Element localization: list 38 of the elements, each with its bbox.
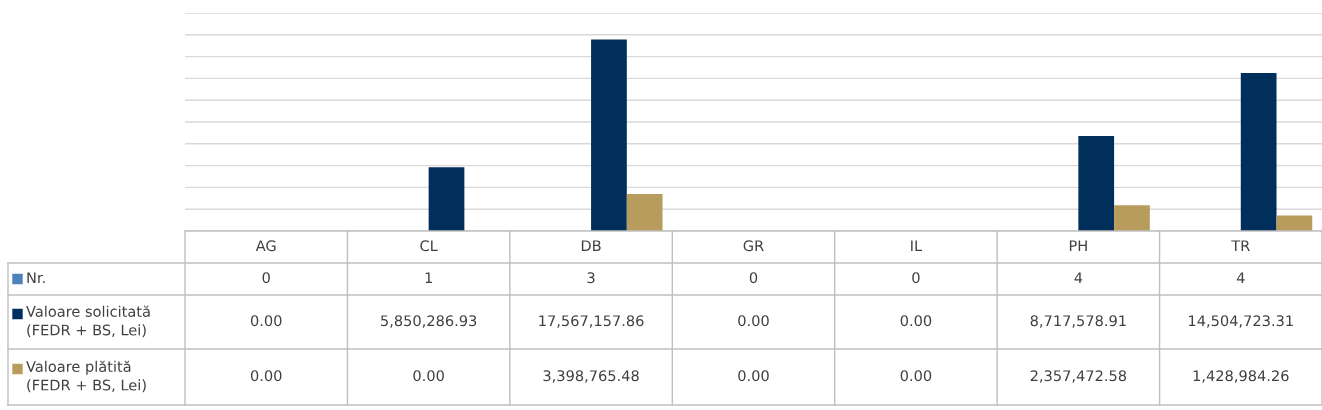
x-tick-label: TR (1231, 240, 1250, 252)
data-label: 0 (749, 272, 758, 284)
bar (1240, 72, 1277, 231)
legend-label: Valoare solicitată (FEDR + BS, Lei) (26, 305, 150, 338)
data-label: 0 (262, 272, 270, 284)
x-tick-label: CL (420, 240, 438, 252)
data-label: 0.00 (900, 370, 932, 382)
legend-label: Valoare plătită (FEDR + BS, Lei) (26, 360, 146, 393)
data-label: 5,850,286.93 (381, 315, 477, 328)
data-label: 1,428,984.26 (1193, 370, 1289, 383)
bar (591, 39, 627, 231)
data-label: 4 (1236, 272, 1245, 284)
data-label: 1 (425, 272, 432, 284)
bar (1078, 135, 1115, 231)
data-label: 3 (587, 272, 595, 284)
bar (626, 193, 663, 231)
bar (1276, 215, 1313, 231)
x-tick-label: GR (743, 240, 764, 252)
data-label: 0.00 (900, 315, 932, 327)
data-label: 3,398,765.48 (543, 370, 639, 383)
bar (428, 167, 465, 231)
data-label: 4 (1074, 272, 1083, 284)
x-tick-label: PH (1069, 240, 1087, 252)
data-label: 14,504,723.31 (1189, 315, 1293, 328)
data-label: 17,567,157.86 (539, 315, 644, 328)
data-label: 0.00 (413, 370, 444, 382)
x-tick-label: AG (255, 240, 276, 252)
data-label: 0.00 (250, 315, 282, 327)
data-label: 2,357,472.58 (1030, 370, 1127, 383)
data-label: 0.00 (250, 370, 282, 382)
bar (1114, 205, 1150, 231)
x-tick-label: IL (911, 240, 923, 252)
data-label: 0.00 (738, 370, 769, 382)
x-tick-label: DB (581, 240, 601, 252)
legend-label: Nr. (27, 272, 45, 284)
data-label: 0.00 (738, 315, 769, 327)
data-label: 8,717,578.91 (1030, 315, 1126, 328)
data-label: 0 (912, 272, 920, 284)
